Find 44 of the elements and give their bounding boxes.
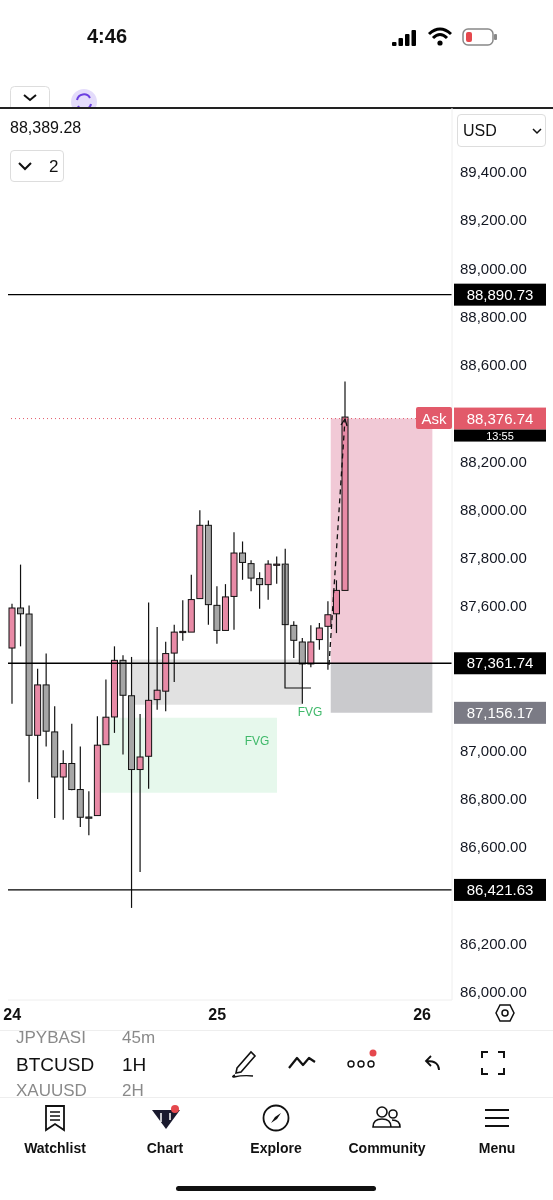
y-tick-label: 86,200.00 — [460, 934, 527, 952]
annotation: 88,389.28 — [10, 119, 82, 136]
x-tick-label: 25 — [208, 1006, 227, 1023]
text: 1H — [122, 1054, 147, 1075]
text: USD — [463, 122, 497, 139]
text: 4:46 — [86, 25, 128, 47]
x-tick-label: 26 — [413, 1006, 432, 1023]
text: 13:55 — [486, 429, 514, 442]
candlestick — [315, 622, 323, 651]
text: Menu — [478, 1140, 516, 1156]
ref-line-label: 86,421.63 — [466, 880, 534, 898]
text: Chart — [146, 1140, 184, 1156]
band-label: 87,156.17 — [466, 703, 534, 721]
text: BTCUSD — [16, 1054, 95, 1075]
annotation: 2 — [49, 157, 59, 176]
candlestick — [324, 600, 332, 671]
y-tick-label: 87,600.00 — [460, 597, 527, 615]
annotation: Ask — [421, 410, 447, 427]
annotation: FVG — [244, 734, 270, 748]
y-tick-label: 88,000.00 — [460, 500, 527, 518]
y-tick-label: 87,800.00 — [460, 548, 527, 566]
y-tick-label: 86,000.00 — [460, 982, 527, 1000]
ref-line-label: 87,361.74 — [466, 654, 534, 672]
ref-line-label: 88,890.73 — [466, 285, 534, 303]
text: JPYBASI — [16, 1028, 86, 1047]
ref-line-label: 88,376.74 — [466, 409, 534, 427]
y-tick-label: 87,000.00 — [460, 741, 527, 759]
y-tick-label: 88,800.00 — [460, 307, 527, 325]
y-tick-label: 89,400.00 — [460, 163, 527, 181]
y-tick-label: 88,600.00 — [460, 356, 527, 374]
y-tick-label: 88,200.00 — [460, 452, 527, 470]
text: 2H — [122, 1081, 144, 1100]
y-tick-label: 86,800.00 — [460, 790, 527, 808]
candlestick — [290, 620, 298, 659]
x-tick-label: 24 — [3, 1006, 22, 1023]
annotation: FVG — [297, 705, 323, 719]
text: Watchlist — [24, 1140, 86, 1156]
y-tick-label: 89,000.00 — [460, 259, 527, 277]
y-tick-label: 86,600.00 — [460, 838, 527, 856]
text: Community — [348, 1140, 426, 1156]
y-tick-label: 89,200.00 — [460, 211, 527, 229]
text: 45m — [122, 1028, 156, 1047]
text: Explore — [250, 1140, 302, 1156]
text: XAUUSD — [16, 1081, 87, 1100]
